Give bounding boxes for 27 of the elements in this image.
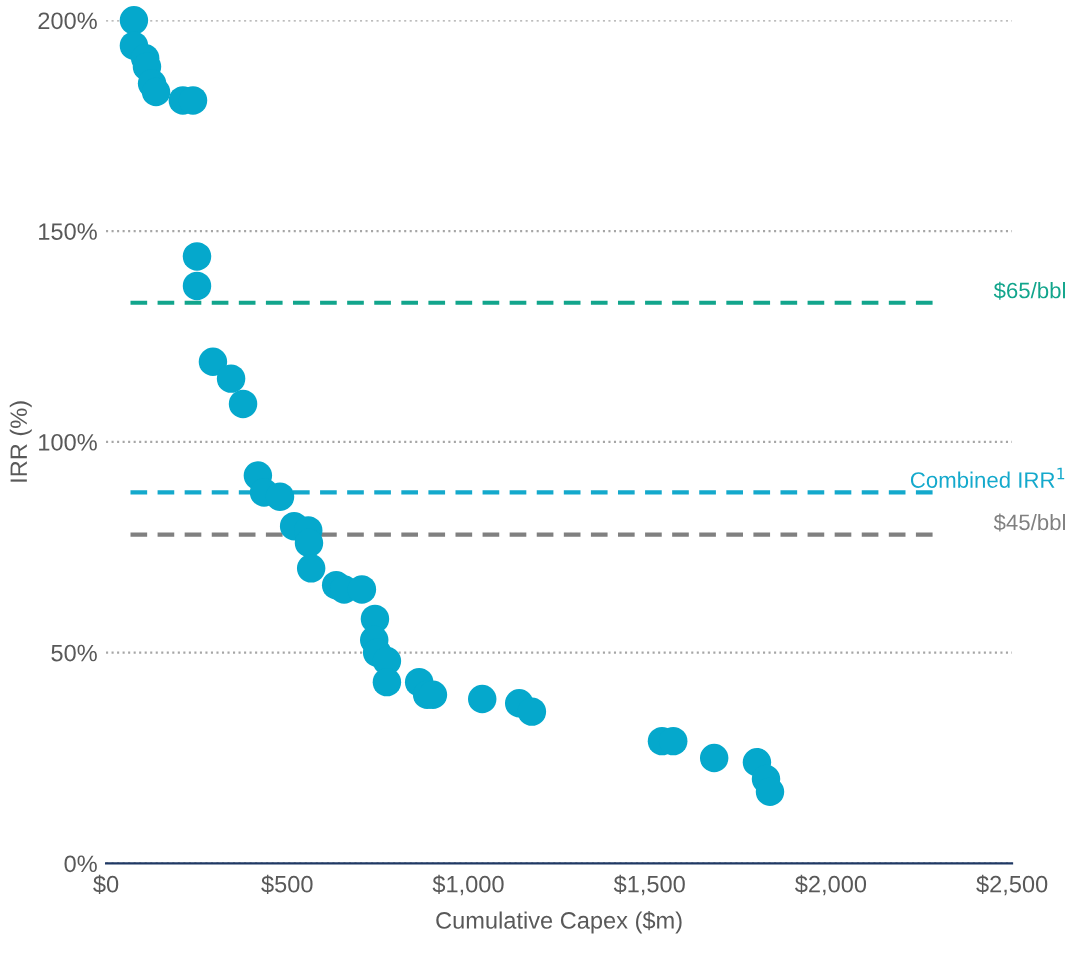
point [265, 482, 295, 511]
ref-line-label: $65/bbl [993, 281, 1065, 300]
point [228, 389, 258, 419]
x-tick-label: $0 [93, 874, 119, 894]
point [182, 242, 212, 271]
y-tick-label: 100% [39, 433, 97, 451]
point [296, 554, 326, 583]
point [468, 684, 497, 714]
point [216, 364, 246, 393]
y-tick-label: 50% [51, 644, 97, 662]
point [699, 743, 729, 773]
y-axis-title: IRR (%) [9, 401, 32, 482]
y-tick-label: 150% [39, 223, 97, 240]
point [119, 6, 149, 35]
y-tick-label: 0% [64, 855, 97, 873]
point [517, 697, 547, 726]
x-tick-label: $2,000 [795, 874, 867, 896]
point [182, 271, 212, 301]
x-tick-label: $500 [261, 874, 313, 894]
x-tick-label: $1,000 [432, 874, 504, 896]
x-tick-label: $1,500 [613, 874, 685, 896]
ref-line-label: Combined IRR$^{1}$ [910, 467, 1065, 488]
x-axis-title: Cumulative Capex ($m) [436, 911, 682, 934]
x-tick-label: $2,500 [976, 874, 1048, 896]
point [198, 347, 228, 377]
y-tick-label: 200% [38, 12, 97, 30]
ref-line-label: $45/bbl [993, 513, 1065, 532]
